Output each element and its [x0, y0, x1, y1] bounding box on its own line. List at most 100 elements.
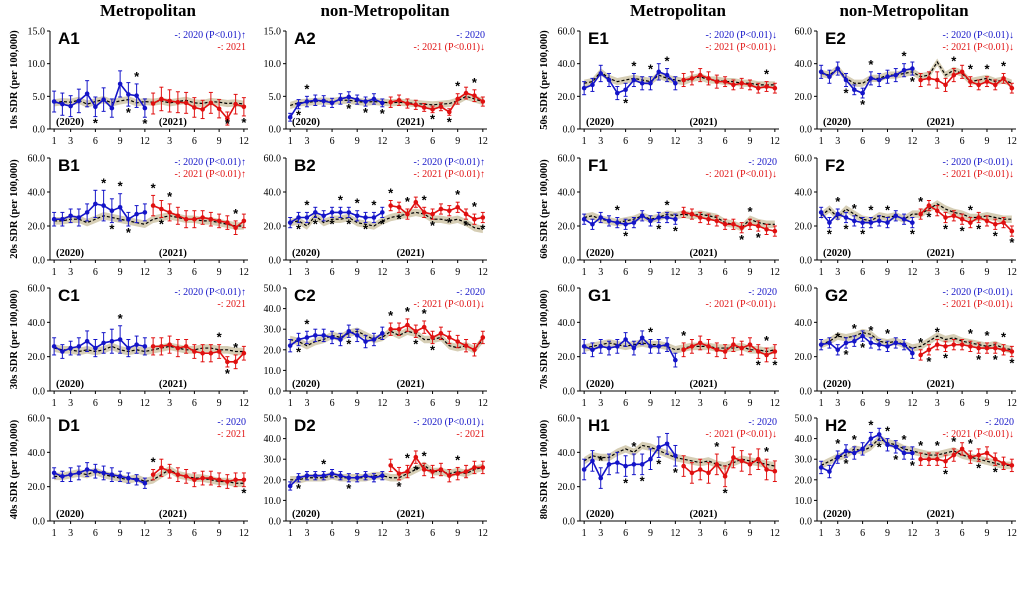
significance-star: * [852, 201, 858, 216]
data-point-2020 [371, 475, 377, 481]
x-tick-label: 6 [623, 136, 628, 147]
y-tick-label: 20.0 [795, 475, 813, 486]
data-point-2021 [934, 208, 940, 213]
x-tick-label: 3 [935, 267, 940, 278]
significance-star: * [118, 311, 124, 326]
y-tick-label: 60.0 [558, 154, 576, 165]
data-point-2021 [241, 218, 247, 224]
column-title: non-Metropolitan [839, 1, 969, 20]
significance-star: * [313, 217, 319, 232]
significance-star: * [910, 74, 916, 89]
data-point-2021 [472, 347, 477, 353]
data-point-2020 [910, 450, 915, 456]
y-tick-label: 0.0 [800, 517, 813, 528]
data-point-2020 [910, 220, 915, 225]
data-point-2020 [664, 441, 670, 447]
data-point-2021 [413, 454, 419, 460]
y-tick-label: 20.0 [795, 92, 813, 103]
year-label-2020: (2020) [823, 117, 851, 128]
data-point-2020 [852, 218, 857, 224]
significance-star: * [447, 215, 453, 230]
legend-2020: -: 2020 (P<0.01)↑ [175, 287, 246, 298]
data-point-2020 [354, 475, 360, 481]
expected-line [820, 437, 1012, 466]
data-point-2020 [664, 215, 670, 220]
expected-line [290, 330, 484, 351]
data-point-2020 [51, 216, 57, 222]
significance-star: * [296, 108, 302, 123]
data-point-2021 [388, 203, 393, 208]
data-point-2020 [598, 71, 604, 76]
significance-star: * [918, 335, 924, 350]
data-point-2020 [852, 450, 857, 456]
data-point-2020 [338, 210, 343, 215]
significance-star: * [464, 218, 470, 233]
data-point-2020 [615, 344, 620, 349]
panel-c2: 0.010.020.030.040.050.01 3 6 9 12 3 6 9 12**** **… [264, 284, 488, 410]
significance-star: * [296, 222, 302, 237]
data-point-2020 [346, 328, 352, 334]
data-point-2020 [606, 77, 612, 83]
data-point-2020 [93, 468, 98, 474]
data-point-2020 [623, 337, 628, 342]
y-tick-label: 0.0 [563, 517, 576, 528]
significance-star: * [1009, 356, 1015, 371]
x-tick-label: 3 [405, 136, 410, 147]
data-point-2020 [329, 210, 335, 215]
data-point-2021 [968, 220, 973, 225]
y-axis-label: 50s SDR (per 100,000) [539, 30, 550, 130]
data-point-2020 [631, 220, 637, 225]
significance-star: * [943, 222, 949, 237]
data-point-2020 [101, 470, 106, 476]
column-titles: Metropolitan non-Metropolitan Metropolit… [100, 1, 969, 20]
significance-star: * [455, 79, 461, 94]
data-point-2020 [117, 337, 123, 342]
data-point-2021 [976, 452, 981, 458]
significance-star: * [885, 424, 891, 439]
significance-star: * [868, 203, 874, 218]
significance-star: * [217, 330, 223, 345]
data-point-2021 [480, 465, 486, 470]
x-tick-label: 6 [192, 398, 197, 409]
legend-2021: -: 2021 (P<0.01)↓ [706, 429, 777, 440]
x-tick-label: 1 [52, 267, 57, 278]
data-point-2020 [673, 80, 678, 86]
y-tick-label: 20.0 [264, 345, 282, 356]
expected-band [290, 327, 483, 354]
data-point-2021 [706, 216, 711, 222]
data-point-2020 [51, 344, 57, 349]
y-tick-label: 0.0 [33, 517, 46, 528]
data-point-2020 [673, 216, 678, 222]
data-point-2020 [68, 103, 73, 109]
data-point-2020 [868, 220, 874, 225]
x-tick-label: 6 [93, 398, 98, 409]
significance-star: * [893, 452, 899, 467]
x-tick-label: 9 [648, 528, 653, 539]
data-point-2021 [934, 77, 940, 83]
data-point-2020 [338, 473, 343, 478]
y-tick-label: 0.0 [563, 125, 576, 136]
x-tick-label: 9 [455, 267, 460, 278]
x-tick-label: 9 [747, 398, 752, 409]
significance-star: * [926, 210, 932, 225]
x-tick-label: 12 [1007, 528, 1017, 539]
data-point-2021 [747, 82, 753, 88]
significance-star: * [910, 227, 916, 242]
data-point-2020 [639, 213, 645, 219]
data-point-2020 [338, 337, 343, 342]
significance-star: * [430, 343, 436, 358]
data-point-2020 [101, 203, 106, 208]
data-point-2020 [623, 463, 628, 469]
data-point-2021 [943, 215, 948, 220]
expected-band [584, 210, 775, 232]
data-point-2020 [380, 331, 385, 336]
panel-label: B1 [58, 156, 80, 175]
significance-star: * [631, 439, 637, 454]
year-label-2021: (2021) [926, 248, 954, 259]
y-tick-label: 0.0 [33, 387, 46, 398]
data-point-2021 [447, 109, 452, 115]
data-point-2021 [1009, 463, 1015, 468]
x-tick-label: 6 [330, 528, 335, 539]
data-point-2020 [648, 218, 653, 224]
data-point-2021 [764, 467, 769, 472]
